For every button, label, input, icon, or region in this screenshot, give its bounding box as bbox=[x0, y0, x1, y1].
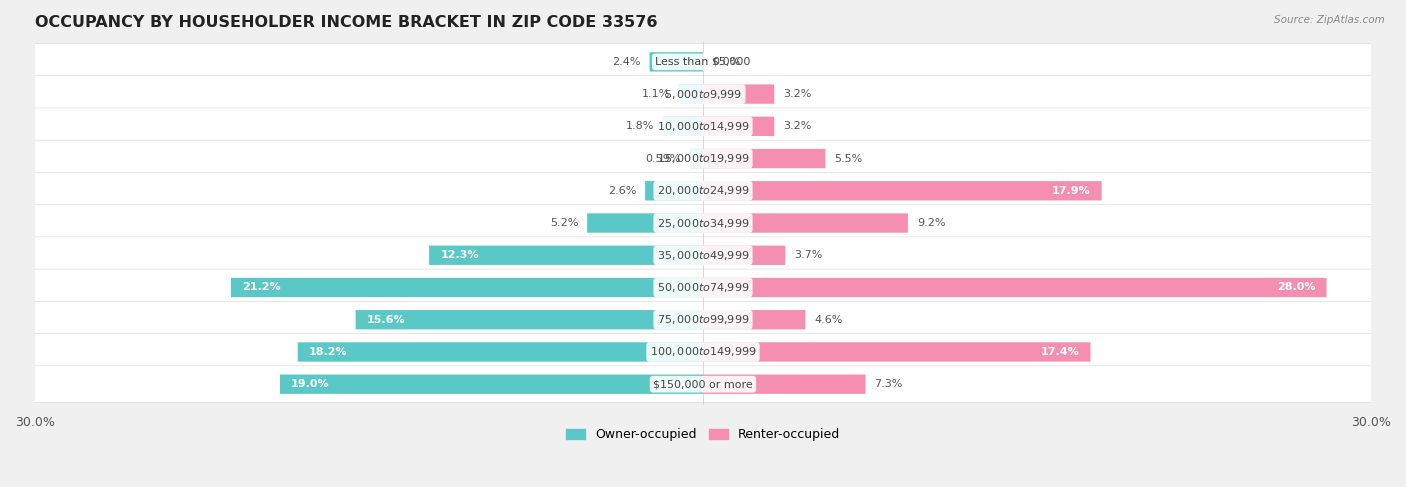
Text: $35,000 to $49,999: $35,000 to $49,999 bbox=[657, 249, 749, 262]
FancyBboxPatch shape bbox=[429, 245, 703, 265]
Text: 0.59%: 0.59% bbox=[645, 153, 681, 164]
FancyBboxPatch shape bbox=[25, 140, 1381, 177]
FancyBboxPatch shape bbox=[25, 269, 1381, 306]
Text: $5,000 to $9,999: $5,000 to $9,999 bbox=[664, 88, 742, 101]
FancyBboxPatch shape bbox=[25, 75, 1381, 112]
Text: $150,000 or more: $150,000 or more bbox=[654, 379, 752, 389]
Text: $25,000 to $34,999: $25,000 to $34,999 bbox=[657, 217, 749, 229]
Text: $20,000 to $24,999: $20,000 to $24,999 bbox=[657, 184, 749, 197]
Text: 1.1%: 1.1% bbox=[641, 89, 669, 99]
FancyBboxPatch shape bbox=[703, 149, 825, 168]
Text: 12.3%: 12.3% bbox=[440, 250, 478, 260]
Text: 4.6%: 4.6% bbox=[814, 315, 842, 325]
Text: 3.2%: 3.2% bbox=[783, 121, 811, 131]
Text: 21.2%: 21.2% bbox=[242, 282, 281, 293]
FancyBboxPatch shape bbox=[679, 84, 703, 104]
FancyBboxPatch shape bbox=[703, 375, 866, 394]
FancyBboxPatch shape bbox=[25, 334, 1381, 370]
Text: 3.2%: 3.2% bbox=[783, 89, 811, 99]
FancyBboxPatch shape bbox=[25, 366, 1381, 403]
FancyBboxPatch shape bbox=[703, 245, 786, 265]
Text: 5.2%: 5.2% bbox=[550, 218, 578, 228]
FancyBboxPatch shape bbox=[588, 213, 703, 233]
Text: OCCUPANCY BY HOUSEHOLDER INCOME BRACKET IN ZIP CODE 33576: OCCUPANCY BY HOUSEHOLDER INCOME BRACKET … bbox=[35, 15, 658, 30]
FancyBboxPatch shape bbox=[703, 213, 908, 233]
Text: 3.7%: 3.7% bbox=[794, 250, 823, 260]
FancyBboxPatch shape bbox=[645, 181, 703, 201]
Text: $50,000 to $74,999: $50,000 to $74,999 bbox=[657, 281, 749, 294]
FancyBboxPatch shape bbox=[690, 149, 703, 168]
Text: Source: ZipAtlas.com: Source: ZipAtlas.com bbox=[1274, 15, 1385, 25]
Text: Less than $5,000: Less than $5,000 bbox=[655, 57, 751, 67]
Text: 1.8%: 1.8% bbox=[626, 121, 654, 131]
FancyBboxPatch shape bbox=[280, 375, 703, 394]
FancyBboxPatch shape bbox=[25, 172, 1381, 209]
FancyBboxPatch shape bbox=[650, 52, 703, 72]
FancyBboxPatch shape bbox=[703, 117, 775, 136]
Text: 19.0%: 19.0% bbox=[291, 379, 329, 389]
Text: 2.4%: 2.4% bbox=[612, 57, 641, 67]
FancyBboxPatch shape bbox=[25, 205, 1381, 242]
Text: $75,000 to $99,999: $75,000 to $99,999 bbox=[657, 313, 749, 326]
Text: 9.2%: 9.2% bbox=[917, 218, 945, 228]
FancyBboxPatch shape bbox=[25, 301, 1381, 338]
Legend: Owner-occupied, Renter-occupied: Owner-occupied, Renter-occupied bbox=[561, 423, 845, 446]
FancyBboxPatch shape bbox=[703, 342, 1091, 362]
Text: $100,000 to $149,999: $100,000 to $149,999 bbox=[650, 345, 756, 358]
Text: $15,000 to $19,999: $15,000 to $19,999 bbox=[657, 152, 749, 165]
FancyBboxPatch shape bbox=[356, 310, 703, 329]
FancyBboxPatch shape bbox=[703, 84, 775, 104]
FancyBboxPatch shape bbox=[703, 278, 1326, 297]
Text: 2.6%: 2.6% bbox=[607, 186, 636, 196]
Text: 7.3%: 7.3% bbox=[875, 379, 903, 389]
Text: 5.5%: 5.5% bbox=[834, 153, 863, 164]
Text: 17.4%: 17.4% bbox=[1040, 347, 1080, 357]
FancyBboxPatch shape bbox=[25, 108, 1381, 145]
FancyBboxPatch shape bbox=[662, 117, 703, 136]
Text: 28.0%: 28.0% bbox=[1277, 282, 1316, 293]
FancyBboxPatch shape bbox=[231, 278, 703, 297]
FancyBboxPatch shape bbox=[703, 181, 1102, 201]
Text: 0.0%: 0.0% bbox=[711, 57, 740, 67]
Text: 18.2%: 18.2% bbox=[309, 347, 347, 357]
FancyBboxPatch shape bbox=[703, 310, 806, 329]
FancyBboxPatch shape bbox=[25, 237, 1381, 274]
FancyBboxPatch shape bbox=[298, 342, 703, 362]
Text: $10,000 to $14,999: $10,000 to $14,999 bbox=[657, 120, 749, 133]
FancyBboxPatch shape bbox=[25, 43, 1381, 80]
Text: 15.6%: 15.6% bbox=[367, 315, 405, 325]
Text: 17.9%: 17.9% bbox=[1052, 186, 1091, 196]
